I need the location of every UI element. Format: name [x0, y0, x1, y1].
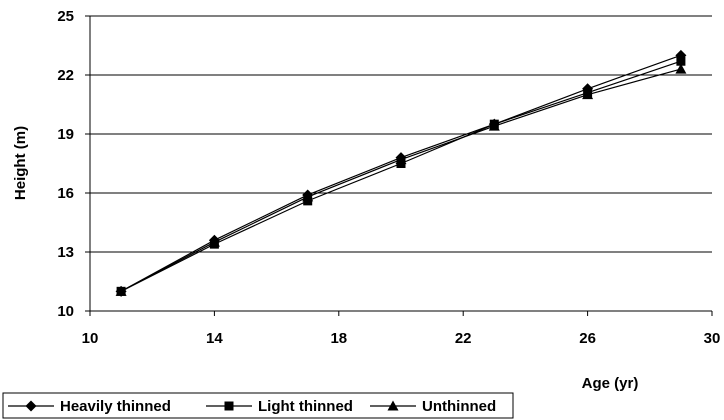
legend-marker-diamond	[25, 400, 37, 412]
x-tick-label: 10	[82, 330, 99, 347]
x-tick-label: 14	[206, 330, 223, 347]
y-tick-label: 16	[57, 185, 74, 202]
legend-item: Heavily thinned	[8, 398, 171, 415]
legend-label: Heavily thinned	[60, 398, 171, 415]
y-tick-label: 22	[57, 67, 74, 84]
legend: Heavily thinned Light thinned Unthinned	[2, 392, 514, 419]
x-tick-label: 18	[330, 330, 347, 347]
data-point-triangle	[395, 154, 407, 165]
y-tick-label: 10	[57, 303, 74, 320]
series-line	[120, 68, 682, 292]
series-line	[120, 60, 682, 292]
data-point-triangle	[302, 191, 314, 202]
legend-label: Unthinned	[422, 398, 496, 415]
grid-layer	[90, 15, 712, 253]
series-triangle	[115, 63, 687, 296]
legend-marker-triangle	[387, 400, 399, 411]
data-point-triangle	[582, 89, 594, 100]
y-axis-title: Height (m)	[12, 126, 29, 200]
y-tick-label: 19	[57, 126, 74, 143]
x-tick-label: 26	[579, 330, 596, 347]
legend-box	[2, 392, 514, 419]
data-point-triangle	[115, 285, 127, 296]
series-square	[116, 56, 686, 296]
legend-marker-square	[224, 401, 234, 411]
x-tick-label: 22	[455, 330, 472, 347]
tick-labels: 10 13 16 19 22 25 10 14 18 22 26 30	[57, 8, 720, 347]
y-tick-label: 13	[57, 244, 74, 261]
data-point-square	[676, 56, 686, 66]
y-tick-label: 25	[57, 8, 74, 25]
x-tick-label: 30	[704, 330, 721, 347]
legend-items: Heavily thinned Light thinned Unthinned	[8, 398, 496, 415]
axes-layer	[85, 15, 713, 316]
data-point-triangle	[488, 120, 500, 131]
x-axis-title: Age (yr)	[582, 375, 639, 392]
legend-item: Unthinned	[370, 398, 496, 415]
series-line	[120, 54, 682, 292]
data-point-triangle	[675, 63, 687, 74]
series-diamond	[115, 49, 687, 297]
legend-label: Light thinned	[258, 398, 353, 415]
series-layer	[115, 49, 687, 297]
data-point-triangle	[208, 236, 220, 247]
legend-item: Light thinned	[206, 398, 353, 415]
